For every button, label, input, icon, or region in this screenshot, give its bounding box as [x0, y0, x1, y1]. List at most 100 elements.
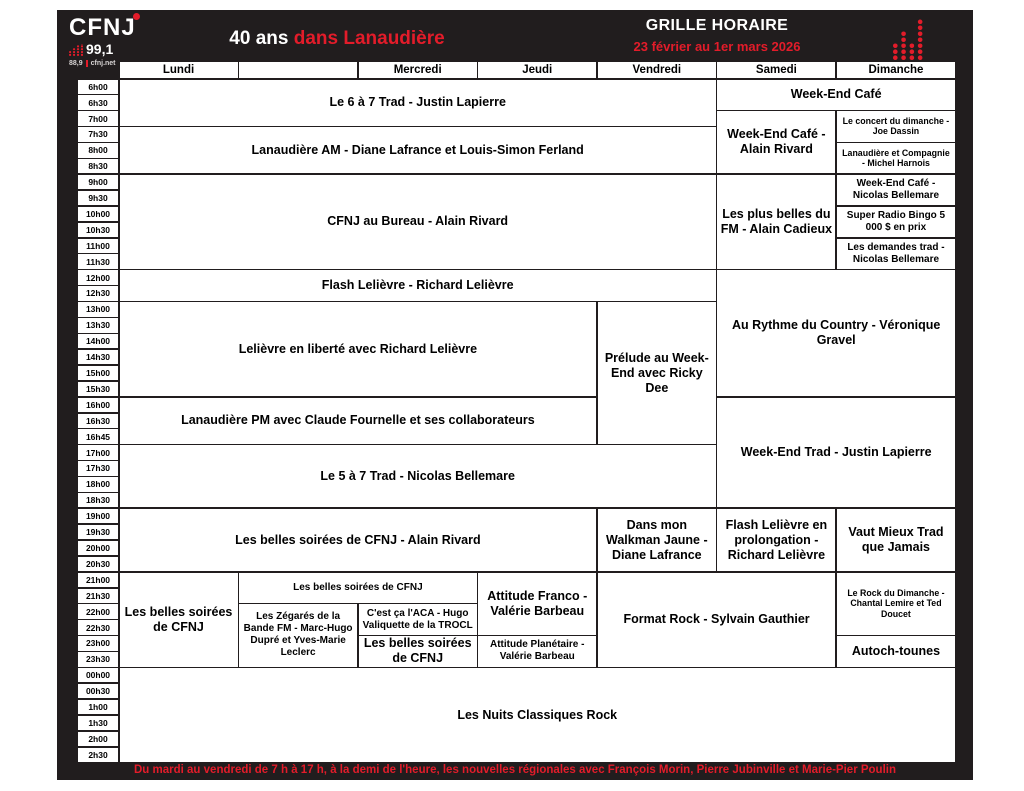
program-cell: Week-End Café - Alain Rivard	[717, 111, 836, 174]
time-slot-label: 19h00	[78, 508, 118, 524]
program-cell: Lanaudière PM avec Claude Fournelle et s…	[119, 397, 597, 444]
time-slot-label: 10h30	[78, 222, 118, 238]
program-cell: Format Rock - Sylvain Gauthier	[597, 572, 836, 667]
program-cell: Au Rythme du Country - Véronique Gravel	[717, 270, 955, 397]
footer-news-note: Du mardi au vendredi de 7 h à 17 h, à la…	[134, 764, 896, 776]
time-slot-label: 15h00	[78, 365, 118, 381]
time-slot-label: 11h00	[78, 238, 118, 253]
day-header: Dimanche	[836, 62, 955, 78]
website: cfnj.net	[90, 60, 116, 67]
time-slot-label: 14h30	[78, 349, 118, 365]
program-cell: Attitude Franco - Valérie Barbeau	[478, 572, 597, 635]
program-cell: Autoch-tounes	[836, 636, 955, 667]
logo-separator	[85, 60, 88, 67]
program-cell: Le concert du dimanche - Joe Dassin	[836, 111, 955, 142]
time-slot-label: 14h00	[78, 334, 118, 349]
time-slot-label: 6h00	[78, 79, 118, 94]
day-header: Vendredi	[597, 62, 716, 78]
program-cell: Flash Lelièvre - Richard Lelièvre	[119, 270, 716, 301]
time-slot-label: 20h30	[78, 556, 118, 572]
time-slot-label: 7h30	[78, 127, 118, 142]
station-name: CFNJ	[69, 13, 140, 41]
program-cell: Le 5 à 7 Trad - Nicolas Bellemare	[119, 445, 716, 508]
time-slot-label: 9h00	[78, 174, 118, 190]
time-slot-label: 17h00	[78, 445, 118, 460]
program-cell: Les plus belles du FM - Alain Cadieux	[717, 174, 836, 269]
frequency-alt: 88,9	[69, 60, 83, 67]
program-cell: CFNJ au Bureau - Alain Rivard	[119, 174, 716, 269]
cfnj-logo: CFNJ 99,1 88,9 cfnj.net	[69, 13, 161, 67]
time-slot-label: 20h00	[78, 540, 118, 556]
equalizer-icon	[893, 19, 923, 60]
program-cell: Dans mon Walkman Jaune - Diane Lafrance	[597, 508, 716, 572]
program-cell: Les demandes trad - Nicolas Bellemare	[836, 238, 955, 269]
time-slot-label: 15h30	[78, 381, 118, 397]
program-cell: Les belles soirées de CFNJ	[358, 636, 477, 667]
day-header: Samedi	[717, 62, 836, 78]
date-range: 23 février au 1er mars 2026	[633, 39, 801, 54]
time-slot-label: 16h30	[78, 413, 118, 428]
time-slot-label: 8h00	[78, 143, 118, 158]
program-cell: Le 6 à 7 Trad - Justin Lapierre	[119, 79, 716, 126]
time-slot-label: 1h30	[78, 715, 118, 731]
page-title: GRILLE HORAIRE	[645, 17, 789, 34]
schedule-grid: Lundi Mercredi Jeudi Vendredi Samedi Dimanche…	[78, 62, 955, 762]
program-cell: Lanaudière et Compagnie - Michel Harnois	[836, 143, 955, 174]
frequency-main: 99,1	[86, 41, 114, 57]
time-slot-label: 12h00	[78, 270, 118, 285]
anniversary-banner: 40 ans dans Lanaudière	[137, 28, 537, 50]
time-slot-label: 23h00	[78, 636, 118, 651]
time-slot-label: 8h30	[78, 159, 118, 174]
program-cell: Les belles soirées de CFNJ	[239, 572, 477, 603]
time-slot-label: 16h45	[78, 429, 118, 444]
time-slot-label: 21h00	[78, 572, 118, 588]
program-cell: Week-End Café	[717, 79, 955, 110]
day-header: Jeudi	[478, 62, 597, 78]
program-cell: Vaut Mieux Trad que Jamais	[836, 508, 955, 572]
program-cell: Flash Lelièvre en prolongation - Richard…	[717, 508, 836, 572]
time-slot-label: 22h00	[78, 604, 118, 619]
program-cell: Les Nuits Classiques Rock	[119, 668, 955, 762]
time-slot-label: 19h30	[78, 524, 118, 540]
time-slot-label: 18h00	[78, 477, 118, 492]
time-slot-label: 00h30	[78, 683, 118, 699]
time-slot-label: 22h30	[78, 620, 118, 635]
time-slot-label: 13h30	[78, 318, 118, 333]
time-slot-label: 13h00	[78, 302, 118, 317]
program-cell: Le Rock du Dimanche - Chantal Lemire et …	[836, 572, 955, 635]
station-call-letters: CFNJ	[69, 14, 136, 41]
anniversary-region: dans Lanaudière	[293, 28, 445, 49]
time-slot-label: 11h30	[78, 254, 118, 269]
time-slot-label: 10h00	[78, 206, 118, 222]
time-slot-label: 2h00	[78, 731, 118, 747]
time-slot-label: 21h30	[78, 588, 118, 603]
time-slot-label: 16h00	[78, 397, 118, 413]
time-slot-label: 6h30	[78, 95, 118, 110]
program-cell: Les Zégarés de la Bande FM - Marc-Hugo D…	[239, 604, 358, 667]
program-cell: Attitude Planétaire - Valérie Barbeau	[478, 636, 597, 667]
day-header	[239, 62, 358, 78]
program-cell: Week-End Café - Nicolas Bellemare	[836, 174, 955, 206]
day-header: Lundi	[119, 62, 238, 78]
program-cell: Lanaudière AM - Diane Lafrance et Louis-…	[119, 127, 716, 174]
fm-badge-icon	[132, 13, 140, 20]
poster-frame: CFNJ 99,1 88,9 cfnj.net 40 ans dans Lana…	[57, 10, 973, 780]
program-cell: Super Radio Bingo 5 000 $ en prix	[836, 206, 955, 238]
anniversary-years: 40 ans	[229, 28, 289, 49]
time-slot-label: 12h30	[78, 286, 118, 301]
program-cell: Les belles soirées de CFNJ - Alain Rivar…	[119, 508, 597, 572]
program-cell: Lelièvre en liberté avec Richard Lelièvr…	[119, 302, 597, 397]
program-cell: Les belles soirées de CFNJ	[119, 572, 238, 667]
time-slot-label: 2h30	[78, 747, 118, 762]
time-slot-label: 9h30	[78, 190, 118, 206]
day-header: Mercredi	[358, 62, 477, 78]
time-slot-label: 23h30	[78, 652, 118, 667]
time-slot-label: 00h00	[78, 668, 118, 683]
time-slot-label: 7h00	[78, 111, 118, 126]
program-cell: Week-End Trad - Justin Lapierre	[717, 397, 955, 508]
program-cell: C'est ça l'ACA - Hugo Valiquette de la T…	[358, 604, 477, 635]
equalizer-mini-icon	[69, 44, 83, 56]
time-slot-label: 17h30	[78, 461, 118, 476]
program-cell: Prélude au Week-End avec Ricky Dee	[597, 302, 716, 444]
time-slot-label: 1h00	[78, 699, 118, 715]
